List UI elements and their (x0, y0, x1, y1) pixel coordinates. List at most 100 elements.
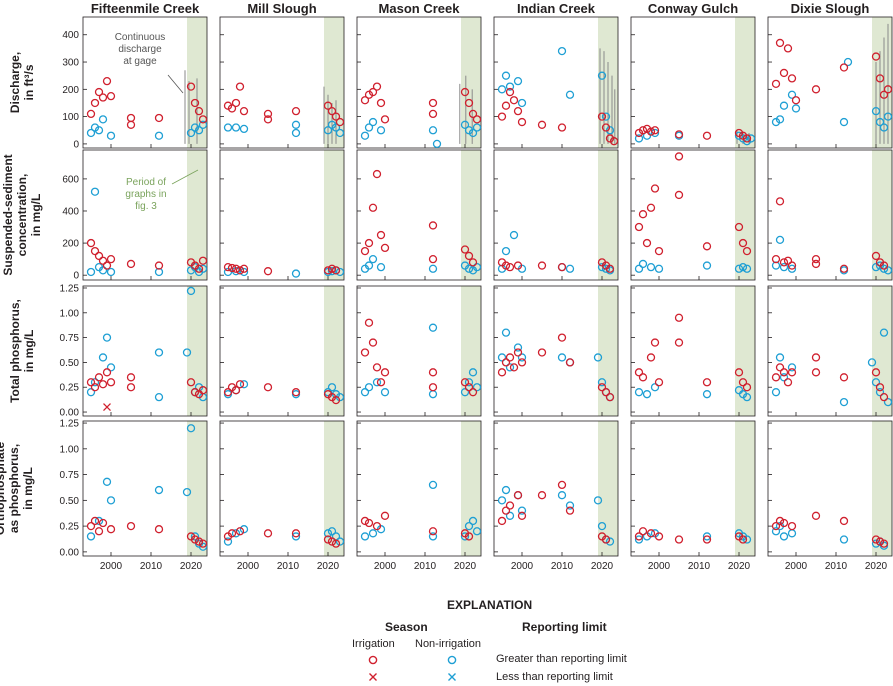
annotation-leader (167, 74, 184, 94)
non-irrigation-point (98, 266, 108, 275)
non-irrigation-point (871, 378, 881, 387)
irrigation-point (505, 263, 515, 272)
non-irrigation-point (505, 511, 515, 520)
irrigation-point (601, 388, 611, 397)
irrigation-point (787, 368, 797, 377)
irrigation-point (106, 91, 116, 101)
non-irrigation-point (565, 501, 575, 510)
non-irrigation-point (597, 521, 607, 531)
irrigation-point (654, 532, 664, 541)
non-irrigation-point (557, 353, 567, 362)
irrigation-point (86, 109, 96, 119)
scatter-grid: Fifteenmile Creek Mill Slough Mason Creek I… (0, 1, 893, 572)
irrigation-point (335, 117, 345, 127)
irrigation-point (787, 74, 797, 83)
panel-mason-creek (356, 285, 482, 417)
site-title: Mason Creek (379, 1, 461, 16)
irrigation-point (376, 98, 386, 108)
y-tick-label: 0 (73, 271, 79, 282)
irrigation-point (871, 535, 881, 544)
panel-frame (767, 16, 893, 149)
non-irrigation-point (223, 537, 233, 546)
non-irrigation-point (186, 128, 196, 138)
non-irrigation-point (86, 267, 96, 277)
irrigation-point (650, 338, 660, 347)
irrigation-point (702, 131, 712, 140)
irrigation-point (94, 527, 104, 536)
non-irrigation-point (86, 388, 96, 397)
non-irrigation-point (593, 496, 603, 505)
annotation-period-of-graphs: Period of (126, 177, 166, 188)
non-irrigation-point (472, 383, 482, 392)
non-irrigation-point (634, 535, 644, 544)
panel-dixie-slough (767, 149, 893, 281)
irrigation-point (791, 96, 801, 105)
irrigation-point (126, 373, 136, 382)
panel-conway-gulch (630, 16, 756, 149)
non-irrigation-point (742, 392, 752, 402)
y-axis-title-line: Discharge, (8, 52, 22, 113)
x-tick-label: 2020 (180, 561, 203, 572)
irrigation-point (368, 203, 378, 212)
panel-frame (493, 149, 619, 281)
non-irrigation-point (775, 353, 785, 362)
non-irrigation-point (186, 286, 196, 296)
irrigation-point (787, 261, 797, 270)
non-irrigation-point (86, 128, 96, 138)
irrigation-point (102, 368, 112, 377)
irrigation-point (198, 539, 208, 548)
irrigation-point (879, 90, 889, 99)
period-shading (461, 286, 481, 416)
irrigation-point (497, 112, 507, 121)
irrigation-point (231, 386, 241, 395)
irrigation-point (513, 261, 523, 270)
non-irrigation-point (428, 323, 438, 332)
irrigation-point (86, 378, 96, 387)
non-irrigation-point (428, 390, 438, 399)
legend-irrigation-label: Irrigation (352, 638, 395, 650)
non-irrigation-point (376, 126, 386, 135)
irrigation-point (775, 38, 785, 48)
irrigation-point (364, 518, 374, 528)
non-irrigation-point (634, 388, 644, 397)
irrigation-point (90, 383, 100, 392)
irrigation-point (186, 82, 196, 91)
x-tick-label: 2010 (688, 561, 711, 572)
irrigation-point (537, 491, 547, 500)
panel-conway-gulch (630, 285, 756, 417)
non-irrigation-point (335, 537, 345, 546)
irrigation-point (779, 368, 789, 377)
irrigation-point (650, 184, 660, 193)
period-shading (735, 421, 755, 556)
irrigation-point (783, 256, 793, 265)
irrigation-point (839, 516, 849, 526)
irrigation-point (601, 123, 611, 132)
irrigation-point (646, 203, 656, 212)
irrigation-point (771, 254, 781, 264)
irrigation-point (497, 516, 507, 526)
irrigation-point (501, 261, 511, 270)
irrigation-point (98, 518, 108, 528)
non-irrigation-point (879, 264, 889, 273)
x-tick-label: 2010 (277, 561, 300, 572)
irrigation-point (734, 222, 744, 232)
period-shading (187, 421, 207, 556)
non-irrigation-point (638, 259, 648, 269)
irrigation-point (783, 378, 793, 387)
legend-irrigation-circle (368, 655, 378, 665)
irrigation-point (380, 243, 390, 253)
irrigation-point (126, 120, 136, 129)
panel-dixie-slough (767, 16, 893, 149)
irrigation-point (464, 98, 474, 108)
irrigation-point (646, 529, 656, 538)
irrigation-point (380, 368, 390, 377)
irrigation-point (779, 258, 789, 267)
panel-frame (493, 420, 619, 557)
annotation-period-of-graphs: fig. 3 (135, 201, 157, 212)
irrigation-point (464, 251, 474, 261)
x-tick-label: 2020 (865, 561, 888, 572)
non-irrigation-point (875, 117, 885, 127)
non-irrigation-point (364, 383, 374, 392)
legend-season-heading: Season (385, 620, 428, 634)
non-irrigation-point (505, 363, 515, 372)
